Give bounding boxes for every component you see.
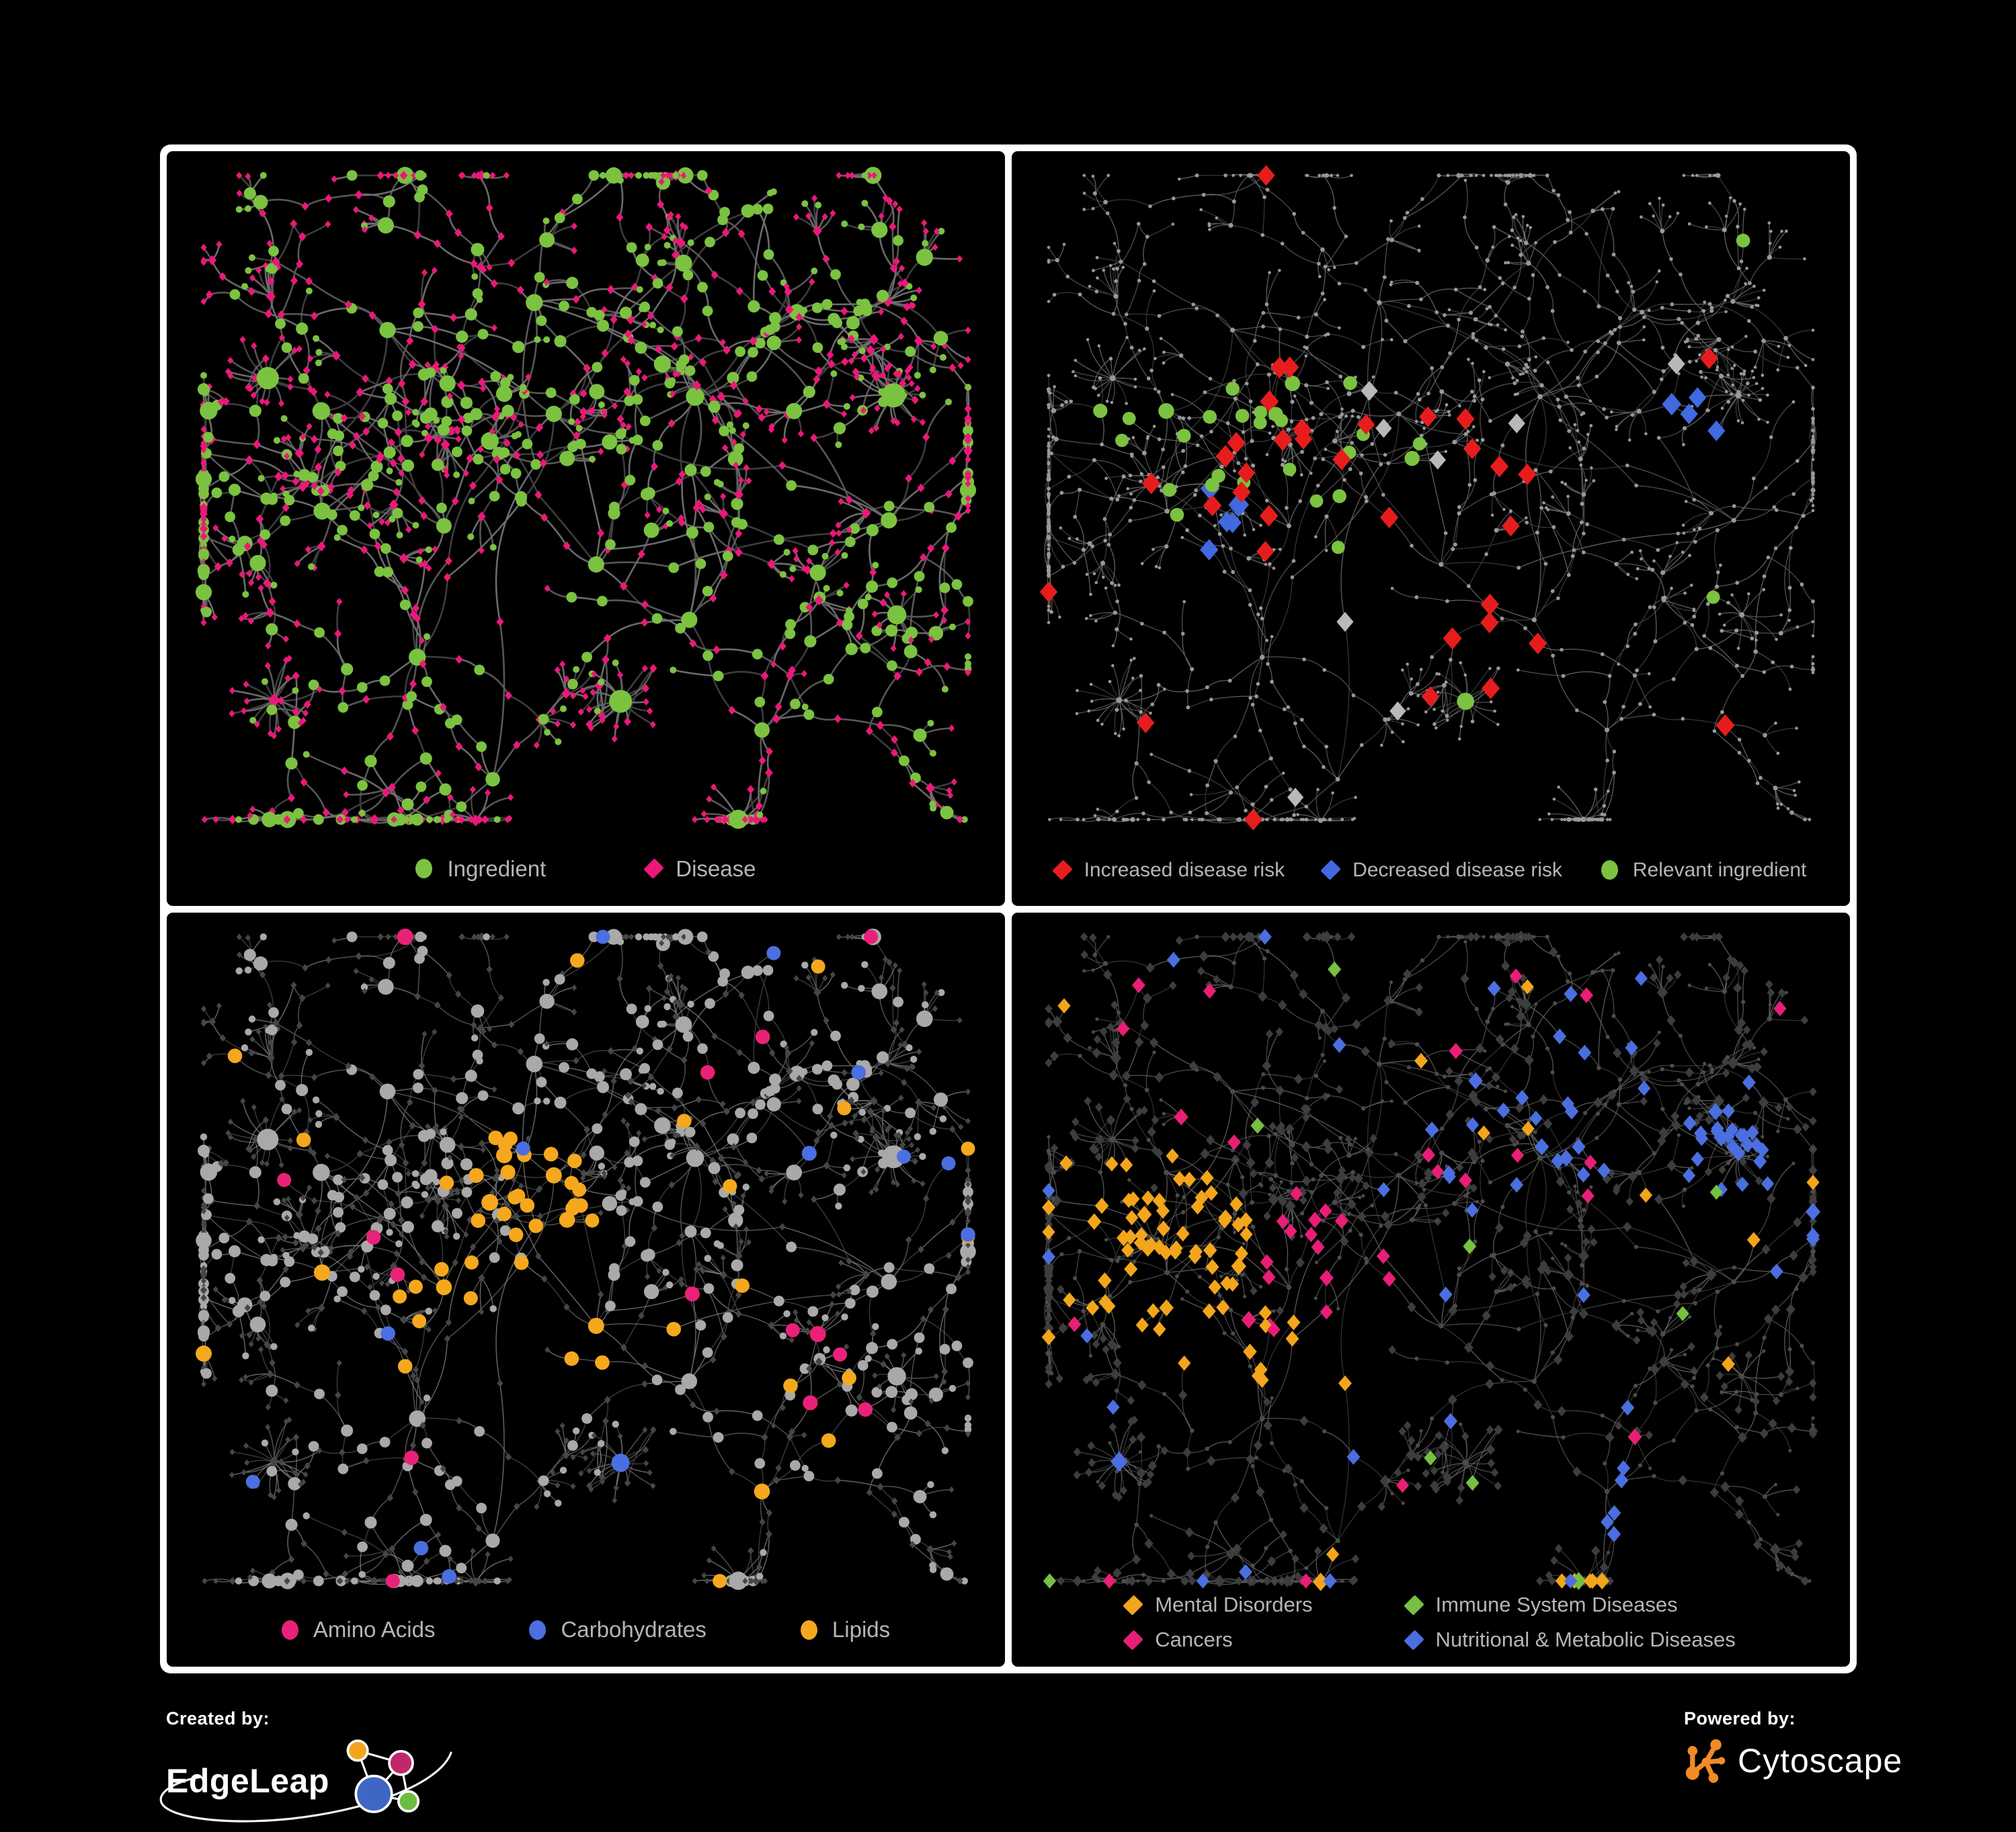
circle-swatch-icon [415, 859, 432, 878]
legend-item-lipids: Lipids [801, 1617, 890, 1642]
legend-item-nutritional-metabolic-diseases: Nutritional & Metabolic Diseases [1407, 1628, 1736, 1652]
network-graph-disease-risk [1012, 151, 1850, 906]
edgeleap-logo-icon [332, 1735, 432, 1827]
diamond-swatch-icon [1123, 1630, 1143, 1650]
legend-disease-classes: Mental Disorders Immune System Diseases Ca… [1012, 1593, 1850, 1652]
legend-label: Mental Disorders [1155, 1593, 1312, 1617]
legend-label: Carbohydrates [561, 1617, 706, 1642]
legend-item-amino-acids: Amino Acids [282, 1617, 436, 1642]
legend-item-cancers: Cancers [1126, 1628, 1312, 1652]
legend-item-decreased-disease-risk: Decreased disease risk [1324, 859, 1562, 882]
powered-by-block: Powered by: Cytoscape [1684, 1708, 1902, 1787]
panel-nutrient-class-network: Amino Acids Carbohydrates Lipids [167, 913, 1005, 1667]
legend-item-disease: Disease [647, 856, 756, 882]
diamond-swatch-icon [1052, 860, 1072, 880]
cytoscape-logo-icon [1684, 1735, 1727, 1787]
panel-disease-class-network: Mental Disorders Immune System Diseases Ca… [1012, 913, 1850, 1667]
legend-ingredient-disease: Ingredient Disease [167, 856, 1005, 882]
legend-item-carbohydrates: Carbohydrates [529, 1617, 706, 1642]
legend-label: Decreased disease risk [1353, 859, 1562, 882]
edgeleap-brand-text: EdgeLeap [166, 1761, 329, 1800]
legend-label: Immune System Diseases [1436, 1593, 1678, 1617]
diamond-swatch-icon [1123, 1595, 1143, 1615]
legend-label: Amino Acids [313, 1617, 436, 1642]
legend-label: Cancers [1155, 1628, 1232, 1652]
circle-swatch-icon [1601, 860, 1618, 880]
network-graph-disease-classes [1012, 913, 1850, 1667]
panel-disease-risk-network: Increased disease risk Decreased disease … [1012, 151, 1850, 906]
legend-label: Ingredient [447, 856, 546, 882]
legend-item-ingredient: Ingredient [415, 856, 546, 882]
circle-swatch-icon [801, 1620, 817, 1640]
circle-swatch-icon [282, 1620, 298, 1640]
cytoscape-brand-text: Cytoscape [1738, 1741, 1902, 1780]
legend-item-mental-disorders: Mental Disorders [1126, 1593, 1312, 1617]
network-graph-nutrient-classes [167, 913, 1005, 1667]
panel-ingredient-disease-network: Ingredient Disease [167, 151, 1005, 906]
diamond-swatch-icon [1404, 1595, 1424, 1615]
legend-label: Lipids [832, 1617, 890, 1642]
created-by-block: Created by: EdgeLeap [166, 1708, 432, 1827]
legend-nutrient-classes: Amino Acids Carbohydrates Lipids [167, 1617, 1005, 1642]
created-by-label: Created by: [166, 1708, 432, 1729]
legend-label: Relevant ingredient [1633, 859, 1807, 882]
panel-grid: Ingredient Disease Increased disease risk… [160, 144, 1857, 1673]
legend-label: Increased disease risk [1084, 859, 1285, 882]
diamond-swatch-icon [644, 858, 664, 878]
legend-disease-risk: Increased disease risk Decreased disease … [1012, 859, 1850, 882]
legend-label: Nutritional & Metabolic Diseases [1436, 1628, 1736, 1652]
legend-label: Disease [676, 856, 756, 882]
legend-item-relevant-ingredient: Relevant ingredient [1601, 859, 1807, 882]
diamond-swatch-icon [1320, 860, 1340, 880]
circle-swatch-icon [529, 1620, 546, 1640]
network-graph-ingredient-disease [167, 151, 1005, 906]
diamond-swatch-icon [1404, 1630, 1424, 1650]
legend-item-increased-disease-risk: Increased disease risk [1055, 859, 1285, 882]
powered-by-label: Powered by: [1684, 1708, 1902, 1729]
legend-item-immune-system-diseases: Immune System Diseases [1407, 1593, 1736, 1617]
